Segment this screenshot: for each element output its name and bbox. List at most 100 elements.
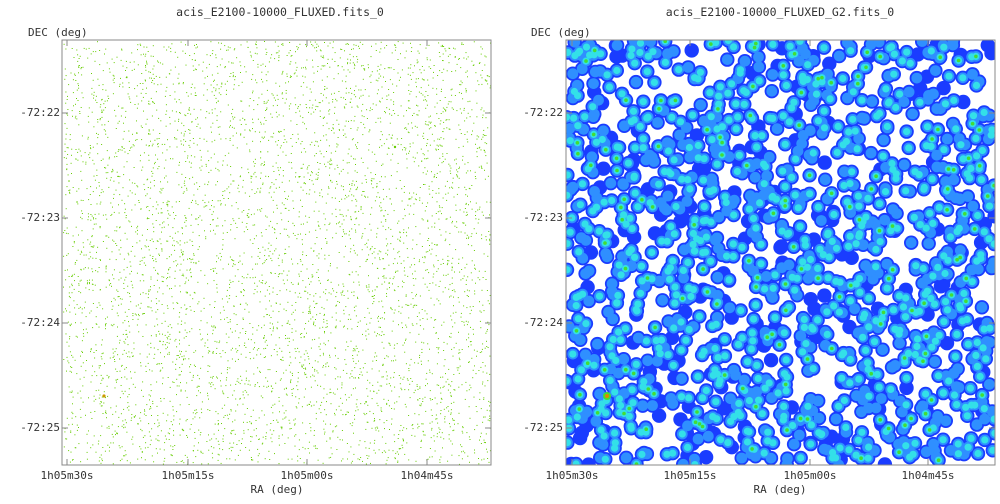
event-point — [211, 316, 212, 318]
event-point — [263, 338, 265, 339]
event-point — [229, 279, 231, 281]
event-point — [113, 197, 114, 199]
event-point — [112, 357, 114, 358]
event-point — [192, 462, 194, 464]
event-point — [156, 240, 158, 242]
event-point — [297, 460, 299, 462]
event-point — [167, 346, 168, 348]
event-point — [208, 160, 210, 162]
event-point — [278, 265, 280, 267]
event-point — [365, 196, 366, 198]
event-point — [379, 181, 381, 183]
event-point — [201, 401, 203, 403]
event-point — [466, 390, 468, 392]
event-point — [222, 390, 224, 392]
event-point — [163, 312, 165, 314]
event-point — [406, 158, 408, 160]
event-point — [387, 243, 389, 245]
event-point — [200, 452, 202, 454]
event-point — [68, 362, 70, 364]
event-point — [324, 293, 326, 295]
event-point — [155, 438, 157, 440]
event-point — [348, 234, 350, 236]
event-point — [246, 223, 248, 224]
event-point — [306, 59, 308, 61]
event-point — [211, 141, 213, 143]
event-point — [127, 344, 129, 346]
event-point — [218, 170, 220, 172]
event-point — [190, 424, 192, 425]
event-point — [458, 352, 460, 354]
event-point — [92, 146, 94, 148]
event-point — [152, 256, 154, 257]
event-point — [432, 87, 434, 89]
event-point — [337, 436, 339, 438]
event-point — [185, 277, 187, 279]
event-point — [200, 310, 202, 312]
event-point — [411, 323, 413, 325]
event-point — [180, 323, 182, 325]
event-point — [456, 169, 458, 171]
event-point — [80, 155, 82, 157]
event-point — [234, 419, 236, 421]
event-point — [470, 272, 472, 274]
event-point — [398, 324, 399, 326]
event-point — [360, 207, 362, 209]
event-point — [369, 382, 371, 384]
event-point — [265, 120, 267, 121]
event-point — [233, 127, 235, 129]
event-point — [97, 78, 99, 80]
event-point — [488, 231, 490, 232]
event-point — [477, 209, 479, 211]
event-point — [309, 294, 311, 296]
event-point — [64, 78, 66, 80]
event-point — [446, 119, 448, 121]
event-point — [306, 332, 307, 334]
event-point — [186, 456, 188, 458]
event-point — [477, 277, 479, 279]
event-point — [334, 412, 335, 414]
event-point — [438, 300, 440, 302]
event-point — [383, 450, 385, 452]
event-point — [167, 331, 169, 333]
event-point — [393, 434, 395, 436]
event-point — [66, 168, 68, 170]
event-point — [235, 295, 237, 297]
event-point — [154, 423, 156, 425]
event-point — [290, 75, 291, 77]
event-point — [282, 115, 284, 117]
event-point — [102, 447, 104, 448]
event-point — [107, 136, 109, 138]
event-point — [377, 405, 379, 407]
event-point — [321, 401, 323, 403]
event-point — [379, 257, 380, 259]
event-point — [482, 114, 484, 116]
event-point — [108, 158, 110, 160]
event-point — [380, 121, 382, 123]
event-point — [405, 304, 407, 306]
event-point — [210, 126, 212, 128]
event-point — [408, 317, 410, 319]
event-point — [183, 275, 185, 277]
event-point — [391, 408, 393, 409]
event-point — [439, 123, 441, 125]
event-point — [90, 256, 92, 258]
event-point — [440, 392, 442, 394]
event-point — [281, 434, 283, 436]
event-point — [229, 76, 231, 77]
event-point — [328, 457, 330, 459]
event-point — [350, 128, 352, 129]
event-point — [189, 239, 191, 241]
event-point — [133, 167, 135, 168]
event-point — [443, 68, 445, 70]
event-point — [336, 181, 338, 182]
event-point — [297, 381, 299, 383]
event-point — [309, 401, 311, 403]
event-point — [375, 121, 377, 123]
event-point — [282, 405, 284, 407]
event-point — [386, 288, 388, 290]
event-point — [474, 176, 476, 177]
event-point — [338, 201, 340, 202]
event-point — [314, 155, 316, 157]
event-point — [100, 104, 102, 106]
